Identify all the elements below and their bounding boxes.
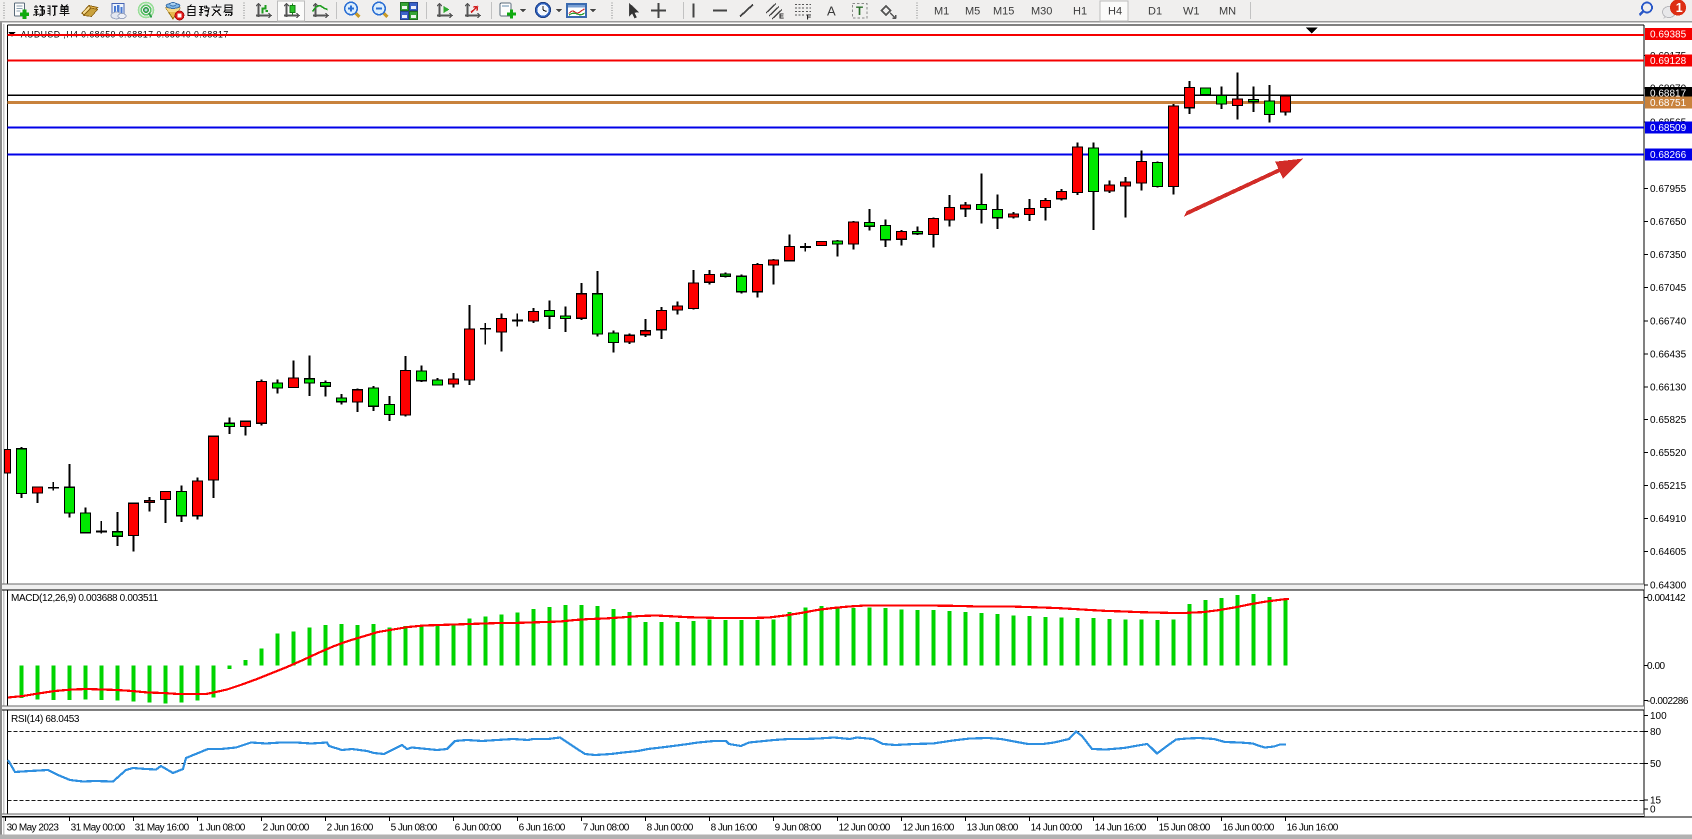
svg-text:0.68266: 0.68266 (1650, 150, 1687, 161)
svg-text:0.64910: 0.64910 (1650, 514, 1687, 525)
svg-text:0.68509: 0.68509 (1650, 123, 1687, 134)
svg-text:7 Jun 08:00: 7 Jun 08:00 (583, 823, 630, 834)
svg-text:0.67650: 0.67650 (1650, 217, 1687, 228)
svg-text:0.68817: 0.68817 (1650, 89, 1687, 100)
svg-text:13 Jun 08:00: 13 Jun 08:00 (967, 823, 1019, 834)
svg-text:M5: M5 (965, 6, 980, 18)
svg-text:1 Jun 08:00: 1 Jun 08:00 (199, 823, 246, 834)
svg-text:15 Jun 08:00: 15 Jun 08:00 (1159, 823, 1211, 834)
svg-text:0.64605: 0.64605 (1650, 547, 1687, 558)
svg-text:14 Jun 00:00: 14 Jun 00:00 (1031, 823, 1083, 834)
svg-text:16 Jun 16:00: 16 Jun 16:00 (1287, 823, 1339, 834)
svg-text:1: 1 (1676, 1, 1683, 15)
svg-text:6 Jun 00:00: 6 Jun 00:00 (455, 823, 502, 834)
svg-text:MACD(12,26,9) 0.003688 0.00351: MACD(12,26,9) 0.003688 0.003511 (11, 593, 159, 604)
svg-text:0.64300: 0.64300 (1650, 581, 1687, 592)
svg-text:100: 100 (1650, 711, 1667, 722)
svg-text:8 Jun 00:00: 8 Jun 00:00 (647, 823, 694, 834)
svg-text:0.65825: 0.65825 (1650, 415, 1687, 426)
svg-text:D1: D1 (1148, 6, 1162, 18)
svg-text:2 Jun 16:00: 2 Jun 16:00 (327, 823, 374, 834)
svg-text:F: F (807, 13, 812, 22)
svg-text:50: 50 (1650, 759, 1662, 770)
svg-text:8 Jun 16:00: 8 Jun 16:00 (711, 823, 758, 834)
svg-text:W1: W1 (1183, 6, 1200, 18)
svg-text:0.66435: 0.66435 (1650, 350, 1687, 361)
svg-text:MN: MN (1219, 6, 1236, 18)
svg-text:12 Jun 16:00: 12 Jun 16:00 (903, 823, 955, 834)
svg-text:0.004142: 0.004142 (1647, 593, 1686, 604)
svg-text:0.68751: 0.68751 (1650, 98, 1687, 109)
svg-text:9 Jun 08:00: 9 Jun 08:00 (775, 823, 822, 834)
svg-text:RSI(14) 68.0453: RSI(14) 68.0453 (11, 714, 80, 725)
svg-text:0.65520: 0.65520 (1650, 448, 1687, 459)
svg-text:E: E (779, 12, 784, 21)
svg-text:0: 0 (1650, 805, 1656, 816)
svg-text:5 Jun 08:00: 5 Jun 08:00 (391, 823, 438, 834)
svg-text:15: 15 (1650, 796, 1662, 807)
svg-text:A: A (827, 4, 836, 19)
svg-text:0.66740: 0.66740 (1650, 317, 1687, 328)
svg-text:30 May 2023: 30 May 2023 (7, 823, 60, 834)
svg-text:M1: M1 (934, 6, 949, 18)
svg-text:0.69128: 0.69128 (1650, 56, 1687, 67)
svg-text:H4: H4 (1108, 6, 1122, 18)
svg-text:6 Jun 16:00: 6 Jun 16:00 (519, 823, 566, 834)
svg-text:14 Jun 16:00: 14 Jun 16:00 (1095, 823, 1147, 834)
svg-text:0.00: 0.00 (1647, 661, 1666, 672)
svg-text:0.67955: 0.67955 (1650, 184, 1687, 195)
svg-text:0.67045: 0.67045 (1650, 283, 1687, 294)
svg-text:M15: M15 (993, 6, 1014, 18)
svg-text:16 Jun 00:00: 16 Jun 00:00 (1223, 823, 1275, 834)
svg-text:31 May 00:00: 31 May 00:00 (71, 823, 126, 834)
svg-text:0.66130: 0.66130 (1650, 383, 1687, 394)
svg-text:-0.002286: -0.002286 (1647, 696, 1689, 707)
svg-text:0.67350: 0.67350 (1650, 250, 1687, 261)
svg-text:0.69385: 0.69385 (1650, 30, 1687, 41)
svg-text:H1: H1 (1073, 6, 1087, 18)
svg-text:0.65215: 0.65215 (1650, 481, 1687, 492)
svg-text:T: T (856, 6, 863, 18)
svg-text:12 Jun 00:00: 12 Jun 00:00 (839, 823, 891, 834)
svg-text:M30: M30 (1031, 6, 1052, 18)
svg-text:31 May 16:00: 31 May 16:00 (135, 823, 190, 834)
svg-text:2 Jun 00:00: 2 Jun 00:00 (263, 823, 310, 834)
svg-text:80: 80 (1650, 727, 1662, 738)
